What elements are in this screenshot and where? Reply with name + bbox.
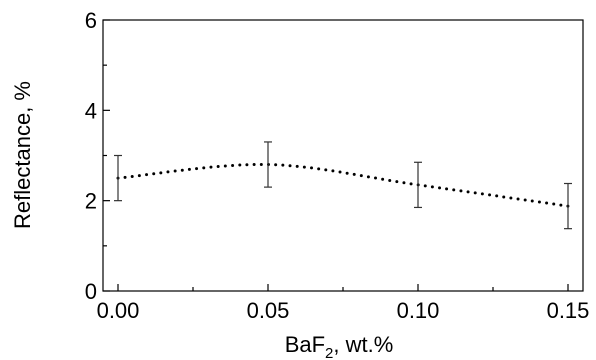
error-bar	[114, 154, 122, 202]
y-tick-label: 4	[85, 98, 97, 123]
x-axis-title-main: BaF	[285, 332, 325, 357]
y-tick-label: 6	[85, 8, 97, 33]
y-axis-title: Reflectance, %	[10, 81, 35, 229]
x-tick-label: 0.00	[97, 298, 140, 323]
error-bar	[264, 141, 272, 188]
plot-frame	[102, 19, 584, 292]
y-tick-label: 2	[85, 189, 97, 214]
error-bar	[564, 182, 572, 230]
data-series	[114, 141, 572, 230]
y-tick-label: 0	[85, 279, 97, 304]
x-tick-label: 0.05	[247, 298, 290, 323]
error-bar	[414, 161, 422, 209]
x-tick-label: 0.10	[397, 298, 440, 323]
x-axis-title: BaF2, wt.%	[285, 332, 394, 360]
y-axis-ticks: 0 2 4 6	[85, 8, 110, 304]
x-tick-label: 0.15	[547, 298, 590, 323]
x-axis-title-subscript: 2	[325, 345, 333, 360]
x-axis-ticks: 0.00 0.05 0.10 0.15	[97, 284, 590, 323]
reflectance-series-line	[116, 163, 570, 208]
x-axis-title-unit: , wt.%	[333, 332, 393, 357]
